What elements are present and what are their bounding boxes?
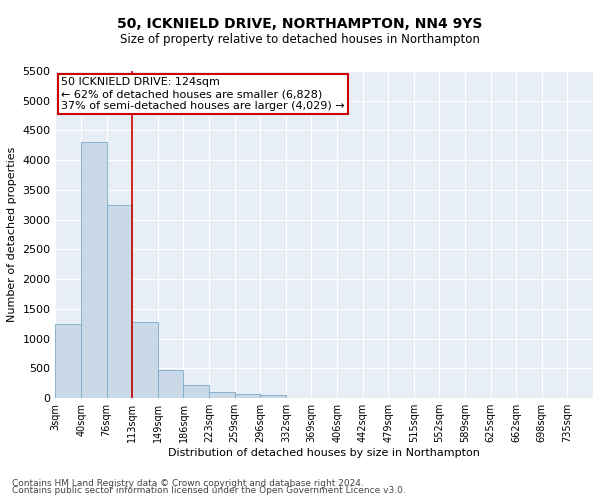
Bar: [209, 392, 235, 398]
Y-axis label: Number of detached properties: Number of detached properties: [7, 147, 17, 322]
Text: 50 ICKNIELD DRIVE: 124sqm
← 62% of detached houses are smaller (6,828)
37% of se: 50 ICKNIELD DRIVE: 124sqm ← 62% of detac…: [61, 78, 344, 110]
Bar: [132, 322, 158, 398]
Bar: [158, 370, 184, 398]
Bar: [107, 205, 132, 398]
Bar: [260, 395, 286, 398]
Text: Contains HM Land Registry data © Crown copyright and database right 2024.: Contains HM Land Registry data © Crown c…: [12, 478, 364, 488]
Bar: [184, 385, 209, 398]
Bar: [235, 394, 260, 398]
Bar: [81, 142, 107, 398]
Text: Contains public sector information licensed under the Open Government Licence v3: Contains public sector information licen…: [12, 486, 406, 495]
Text: 50, ICKNIELD DRIVE, NORTHAMPTON, NN4 9YS: 50, ICKNIELD DRIVE, NORTHAMPTON, NN4 9YS: [118, 18, 482, 32]
Bar: [55, 324, 81, 398]
Text: Size of property relative to detached houses in Northampton: Size of property relative to detached ho…: [120, 32, 480, 46]
X-axis label: Distribution of detached houses by size in Northampton: Distribution of detached houses by size …: [169, 448, 480, 458]
